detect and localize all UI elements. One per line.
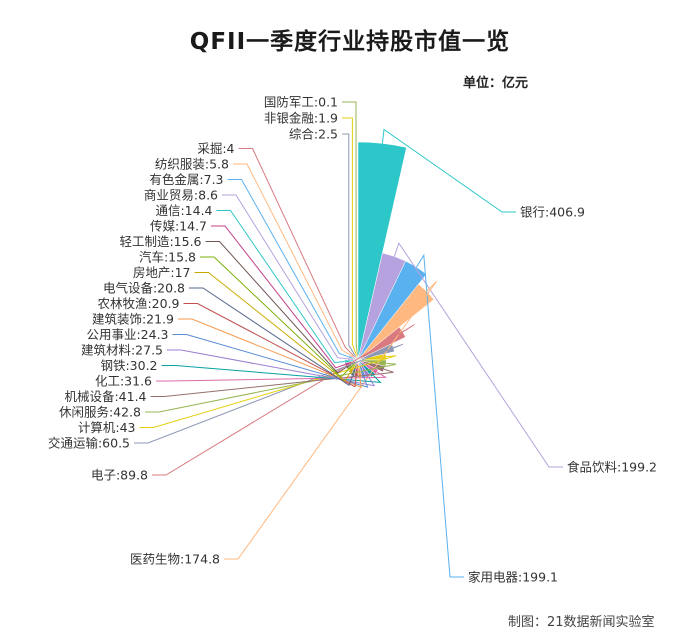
slice-label: 纺织服装:5.8 [155,157,229,172]
leader-line [183,303,357,388]
leader-line [233,163,351,356]
slice-label: 电子:89.8 [91,468,148,483]
slice-label: 综合:2.5 [289,127,338,142]
chart-title: QFII一季度行业持股市值一览 [189,29,511,55]
leader-line [139,355,397,428]
slice-label: 电气设备:20.8 [103,281,185,296]
leader-line [167,349,376,387]
leader-line [134,343,404,444]
slice-label: 建筑材料:27.5 [81,343,163,358]
slice-label: 房地产:17 [133,265,191,280]
leader-line [342,117,357,354]
slice-label: 家用电器:199.1 [468,570,558,585]
leader-line [238,148,353,355]
slice-label: 计算机:43 [78,420,136,435]
leader-line [200,256,349,378]
slice-label: 农林牧渔:20.9 [97,296,179,311]
slice-label: 交通运输:60.5 [48,436,130,451]
slice-label: 机械设备:41.4 [64,389,146,404]
slice-label: 采掘:4 [197,141,234,156]
leader-line [211,225,346,369]
leader-line [172,334,369,388]
leader-line [189,287,353,387]
slice-label: 通信:14.4 [155,203,212,218]
leader-line [150,368,394,397]
leader-line [194,272,351,382]
leader-line [161,365,382,384]
slice-label: 食品饮料:199.2 [567,460,657,475]
slice-label: 化工:31.6 [95,374,152,389]
leader-line [205,241,347,374]
leader-line [145,362,397,413]
slice-label: 汽车:15.8 [139,250,196,265]
slice-label: 国防军工:0.1 [264,95,338,110]
slice-label: 商业贸易:8.6 [144,188,218,203]
leader-line [381,128,516,213]
rose-slice[interactable] [354,352,359,361]
leader-line [156,371,388,382]
slice-label: 公用事业:24.3 [86,327,168,342]
leader-line [216,210,345,364]
slice-label: 钢铁:30.2 [100,358,157,373]
slice-label: 非银金融:1.9 [264,111,338,126]
credit-label: 制图：21数据新闻实验室 [508,615,655,630]
leader-line [152,324,415,476]
slice-label: 医药生物:174.8 [130,552,220,567]
leader-line [227,179,349,358]
leader-line [224,281,437,560]
leader-line [415,253,464,578]
leader-line [222,194,348,360]
slice-label: 传媒:14.7 [150,219,207,234]
unit-label: 单位：亿元 [463,76,529,91]
slice-label: 轻工制造:15.6 [119,234,201,249]
leader-line [342,101,358,355]
leader-line [393,242,563,468]
slice-label: 银行:406.9 [520,205,585,220]
slice-label: 休闲服务:42.8 [59,405,141,420]
leader-line [178,318,362,388]
slice-label: 有色金属:7.3 [149,172,223,187]
leader-line [342,133,355,355]
slice-label: 建筑装饰:21.9 [92,312,174,327]
rose-slice[interactable] [353,353,359,361]
